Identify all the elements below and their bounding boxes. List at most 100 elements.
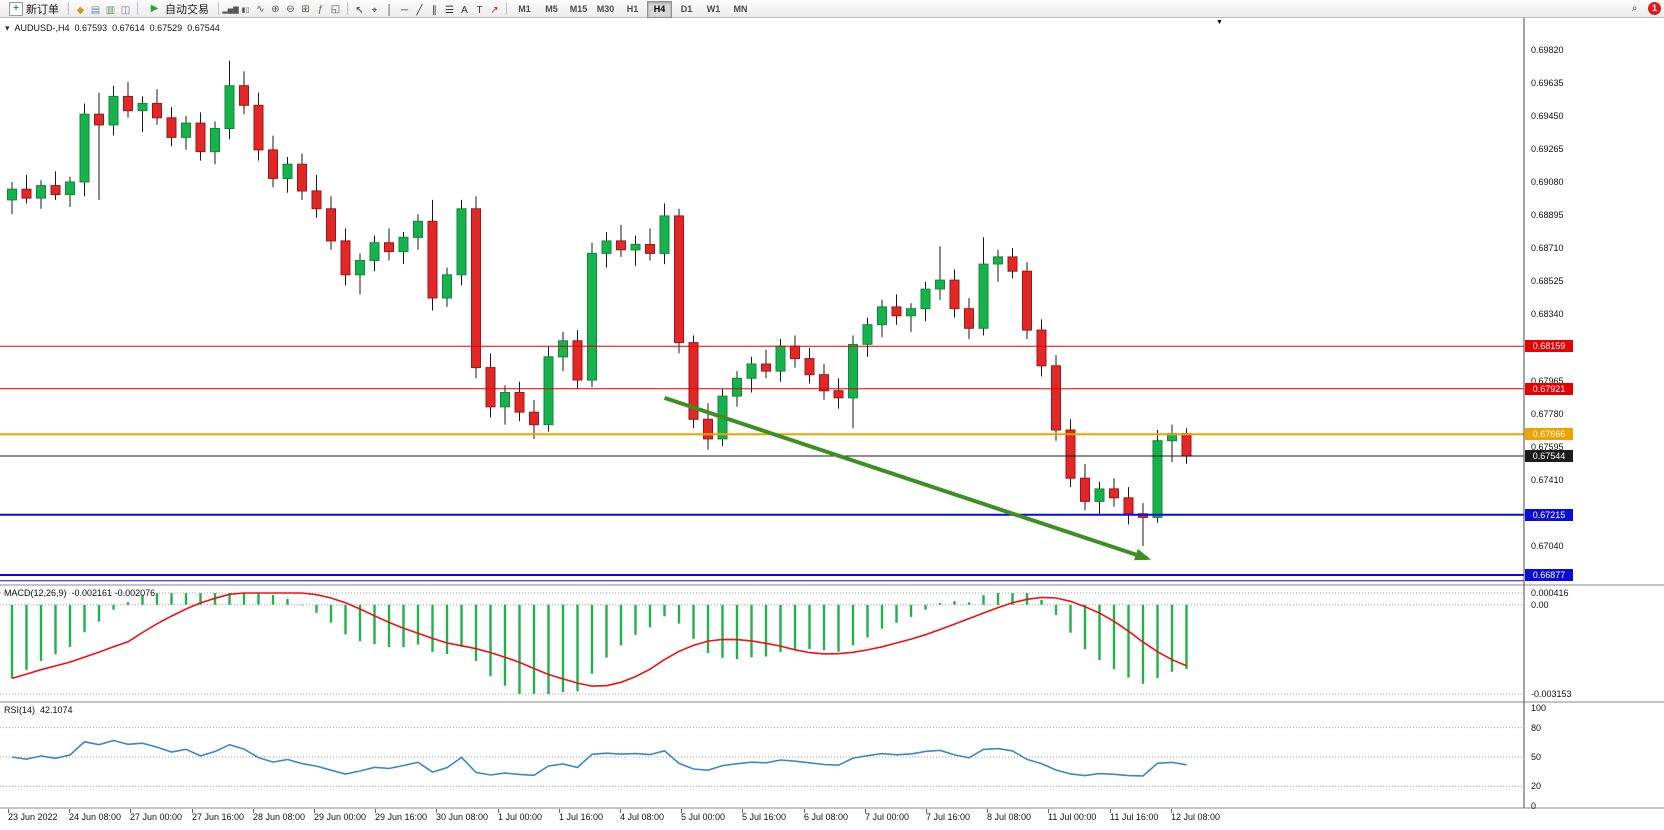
- candlestick-icon[interactable]: ▮▯: [241, 7, 250, 14]
- bullish-candle: [848, 343, 858, 399]
- time-axis-label[interactable]: 29 Jun 00:00: [314, 812, 367, 822]
- new-order-button[interactable]: + 新订单: [4, 0, 64, 18]
- trend-arrow[interactable]: [663, 396, 1152, 561]
- time-axis-label[interactable]: 1 Jul 16:00: [559, 812, 604, 822]
- bullish-candle: [775, 345, 786, 372]
- rsi-axis-tick[interactable]: 50: [1531, 752, 1542, 762]
- bearish-candle: [1022, 270, 1032, 331]
- time-axis-label[interactable]: 30 Jun 08:00: [436, 812, 489, 822]
- price-axis-tick[interactable]: 0.67780: [1531, 409, 1564, 419]
- macd-axis-tick[interactable]: -0.003153: [1531, 689, 1572, 699]
- market-watch-icon[interactable]: ▥: [105, 4, 116, 16]
- price-axis-tick[interactable]: 0.69450: [1531, 111, 1564, 121]
- text-icon[interactable]: A: [461, 4, 468, 16]
- rsi-axis-tick[interactable]: 80: [1531, 723, 1542, 733]
- time-axis-label[interactable]: 7 Jul 16:00: [926, 812, 971, 822]
- vertical-line-icon[interactable]: │: [386, 4, 393, 16]
- time-axis-tick: [253, 809, 254, 813]
- notification-badge[interactable]: 1: [1648, 2, 1661, 15]
- timeframe-button-m30[interactable]: M30: [596, 4, 615, 14]
- timeframe-button-m15[interactable]: M15: [569, 4, 588, 14]
- crosshair-icon[interactable]: ⌖: [371, 4, 378, 16]
- time-axis-label[interactable]: 23 Jun 2022: [8, 812, 58, 822]
- price-axis-tick[interactable]: 0.69635: [1531, 78, 1564, 88]
- price-axis-tick[interactable]: 0.69820: [1531, 45, 1564, 55]
- timeframe-button-d1[interactable]: D1: [680, 4, 693, 14]
- bullish-candle: [543, 356, 554, 426]
- timeframe-button-mn[interactable]: MN: [733, 4, 748, 14]
- cursor-icon[interactable]: ↖: [355, 4, 364, 16]
- time-axis-label[interactable]: 29 Jun 16:00: [375, 812, 428, 822]
- price-axis-tick[interactable]: 0.67410: [1531, 475, 1564, 485]
- price-axis-tick[interactable]: 0.67965: [1531, 376, 1564, 386]
- bullish-candle: [601, 240, 612, 254]
- time-axis-tick: [926, 809, 927, 813]
- toolbar-separator: [506, 2, 507, 15]
- time-axis-label[interactable]: 11 Jul 16:00: [1110, 812, 1159, 822]
- price-axis-tick[interactable]: 0.68340: [1531, 309, 1564, 319]
- macd-axis-tick[interactable]: 0.000416: [1531, 588, 1569, 598]
- macd-axis-tick[interactable]: 0.00: [1531, 600, 1549, 610]
- arrows-icon[interactable]: ↗: [490, 4, 499, 16]
- time-axis-label[interactable]: 12 Jul 08:00: [1171, 812, 1221, 822]
- bullish-candle: [456, 208, 467, 276]
- print-icon[interactable]: ▤: [90, 4, 101, 16]
- zoom-in-icon[interactable]: ⊕: [271, 4, 280, 15]
- rsi-axis-tick[interactable]: 100: [1531, 703, 1547, 713]
- price-axis-tick[interactable]: 0.68895: [1531, 210, 1564, 220]
- bearish-candle: [761, 363, 771, 372]
- zoom-out-icon[interactable]: ⊖: [286, 4, 295, 15]
- trendline-icon[interactable]: ╱: [416, 4, 423, 16]
- time-axis-label[interactable]: 27 Jun 00:00: [130, 812, 183, 822]
- horizontal-line-icon[interactable]: ─: [400, 4, 409, 16]
- charts-icon[interactable]: ◆: [76, 4, 85, 16]
- price-axis-tick[interactable]: 0.68710: [1531, 243, 1564, 253]
- time-axis-label[interactable]: 6 Jul 08:00: [804, 812, 849, 822]
- price-axis-tick[interactable]: 0.69265: [1531, 144, 1564, 154]
- time-axis-label[interactable]: 1 Jul 00:00: [498, 812, 543, 822]
- time-axis-label[interactable]: 27 Jun 16:00: [192, 812, 245, 822]
- time-axis-label[interactable]: 5 Jul 00:00: [681, 812, 726, 822]
- time-axis-label[interactable]: 4 Jul 08:00: [620, 812, 665, 822]
- bar-chart-icon[interactable]: ▂▅▇: [222, 7, 239, 14]
- macd-name: MACD(12,26,9): [4, 588, 67, 598]
- price-line-badge: 0.67666: [1525, 428, 1573, 440]
- rsi-line: [11, 739, 1187, 777]
- auto-trading-button[interactable]: ▶ 自动交易: [142, 0, 214, 18]
- rsi-axis-tick[interactable]: 0: [1531, 801, 1537, 811]
- grid-icon[interactable]: ⊞: [301, 4, 310, 15]
- bearish-candle: [94, 113, 104, 126]
- fibonacci-icon[interactable]: ☰: [445, 4, 454, 16]
- bearish-candle: [514, 392, 525, 413]
- windows-icon[interactable]: ◱: [330, 4, 341, 15]
- line-chart-icon[interactable]: ∿: [256, 4, 265, 15]
- bearish-candle: [384, 242, 394, 253]
- time-axis-label[interactable]: 24 Jun 08:00: [69, 812, 122, 822]
- time-axis-label[interactable]: 8 Jul 08:00: [987, 812, 1032, 822]
- timeframe-button-h1[interactable]: H1: [626, 4, 639, 14]
- time-axis-label[interactable]: 5 Jul 16:00: [742, 812, 787, 822]
- label-icon[interactable]: T: [476, 4, 483, 16]
- price-axis-tick[interactable]: 0.67595: [1531, 442, 1564, 452]
- rsi-axis-tick[interactable]: 20: [1531, 781, 1542, 791]
- time-axis-label[interactable]: 7 Jul 00:00: [865, 812, 910, 822]
- chart-shift-marker-icon[interactable]: ▼: [1216, 19, 1223, 26]
- timeframe-button-m1[interactable]: M1: [518, 4, 531, 14]
- price-axis-tick[interactable]: 0.68525: [1531, 276, 1564, 286]
- channel-icon[interactable]: ∥: [432, 4, 437, 16]
- indicators-icon[interactable]: ƒ: [317, 4, 324, 15]
- search-icon[interactable]: ⌕: [1631, 3, 1638, 14]
- time-axis-tick: [1110, 809, 1111, 813]
- timeframe-button-h4[interactable]: H4: [647, 1, 672, 18]
- timeframe-button-w1[interactable]: W1: [706, 4, 721, 14]
- price-axis-tick[interactable]: 0.69080: [1531, 177, 1564, 187]
- time-axis-tick: [69, 809, 70, 813]
- navigator-icon[interactable]: ◫: [120, 4, 131, 16]
- time-axis-label[interactable]: 11 Jul 00:00: [1048, 812, 1097, 822]
- price-axis-tick[interactable]: 0.67040: [1531, 541, 1564, 551]
- timeframe-button-m5[interactable]: M5: [545, 4, 558, 14]
- time-axis-tick: [681, 809, 682, 813]
- time-axis-label[interactable]: 28 Jun 08:00: [253, 812, 306, 822]
- bullish-candle: [732, 377, 742, 397]
